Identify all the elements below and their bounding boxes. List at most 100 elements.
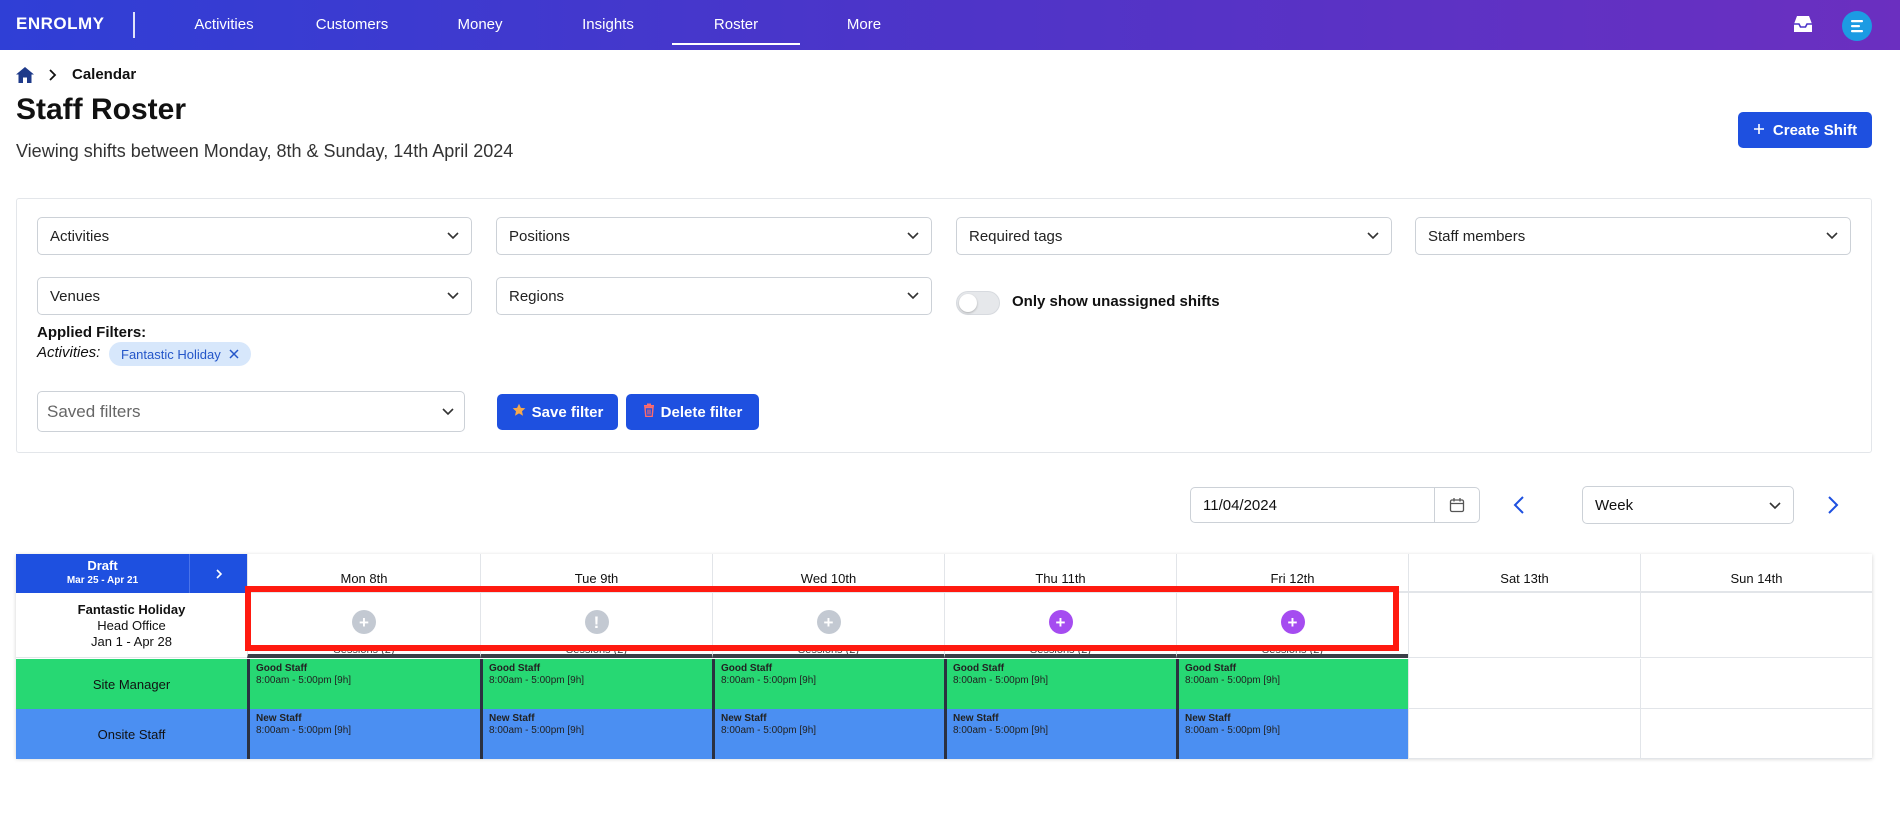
shift-card[interactable]: New Staff 8:00am - 5:00pm [9h]: [247, 709, 480, 759]
page-subtitle: Viewing shifts between Monday, 8th & Sun…: [16, 141, 514, 161]
shift-staff: Good Staff: [256, 663, 308, 674]
inbox-icon[interactable]: [1792, 14, 1814, 34]
calendar-icon[interactable]: [1434, 488, 1479, 522]
nav-insights[interactable]: Insights: [582, 16, 634, 33]
chevron-down-icon: [442, 408, 454, 416]
shift-staff: New Staff: [721, 713, 767, 724]
chevron-down-icon: [447, 232, 459, 240]
saved-filters-select[interactable]: Saved filters: [37, 391, 465, 432]
shift-staff: New Staff: [1185, 713, 1231, 724]
shift-staff: New Staff: [953, 713, 999, 724]
day-header-sun: Sun 14th: [1640, 554, 1872, 593]
add-shift-icon[interactable]: +: [816, 610, 841, 634]
create-shift-label: Create Shift: [1772, 121, 1858, 139]
venues-select[interactable]: Venues: [37, 277, 472, 315]
view-select[interactable]: Week: [1582, 486, 1794, 524]
shift-card[interactable]: Good Staff 8:00am - 5:00pm [9h]: [1176, 659, 1408, 709]
shift-staff: Good Staff: [1185, 663, 1237, 674]
empty-shift-cell[interactable]: [1640, 709, 1872, 759]
shift-card[interactable]: Good Staff 8:00am - 5:00pm [9h]: [712, 659, 944, 709]
applied-filter-chip: Fantastic Holiday: [109, 342, 251, 366]
enrolmy-logo[interactable]: ENROLMY: [16, 14, 105, 33]
applied-activities-label: Activities:: [37, 344, 101, 361]
shift-time: 8:00am - 5:00pm [9h]: [721, 675, 817, 686]
user-avatar[interactable]: [1842, 11, 1872, 41]
shift-staff: Good Staff: [953, 663, 1005, 674]
applied-filter-chip-label: Fantastic Holiday: [121, 346, 221, 362]
plus-icon: [1753, 122, 1765, 139]
save-filter-button[interactable]: Save filter: [497, 394, 618, 430]
next-period-button[interactable]: [189, 554, 247, 593]
previous-week-arrow-icon[interactable]: [1512, 494, 1526, 516]
unassigned-shifts-toggle[interactable]: [956, 291, 1000, 315]
position-label-site-manager: Site Manager: [16, 659, 247, 709]
positions-select-label: Positions: [509, 227, 570, 245]
date-input[interactable]: 11/04/2024: [1190, 487, 1480, 523]
filters-panel: [16, 198, 1872, 453]
delete-filter-label: Delete filter: [660, 403, 743, 421]
day-header-mon: Mon 8th: [247, 554, 480, 593]
activities-select[interactable]: Activities: [37, 217, 472, 255]
shift-card[interactable]: Good Staff 8:00am - 5:00pm [9h]: [480, 659, 712, 709]
highlight-box: [245, 586, 1399, 651]
shift-time: 8:00am - 5:00pm [9h]: [489, 725, 585, 736]
activity-venue: Head Office: [97, 618, 166, 633]
nav-customers[interactable]: Customers: [315, 16, 389, 33]
shift-time: 8:00am - 5:00pm [9h]: [1185, 725, 1281, 736]
positions-select[interactable]: Positions: [496, 217, 932, 255]
empty-shift-cell[interactable]: [1640, 659, 1872, 709]
shift-card[interactable]: New Staff 8:00am - 5:00pm [9h]: [712, 709, 944, 759]
add-shift-icon[interactable]: +: [352, 610, 376, 634]
staff-members-select[interactable]: Staff members: [1415, 217, 1851, 255]
next-week-arrow-icon[interactable]: [1826, 494, 1840, 516]
home-icon[interactable]: [16, 67, 34, 83]
saved-filters-placeholder: Saved filters: [47, 401, 141, 421]
shift-time: 8:00am - 5:00pm [9h]: [489, 675, 585, 686]
shift-card[interactable]: New Staff 8:00am - 5:00pm [9h]: [1176, 709, 1408, 759]
create-shift-button[interactable]: Create Shift: [1738, 112, 1872, 148]
page-title: Staff Roster: [16, 93, 187, 126]
regions-select[interactable]: Regions: [496, 277, 932, 315]
activity-name: Fantastic Holiday: [77, 602, 186, 617]
shift-staff: New Staff: [489, 713, 535, 724]
warning-icon[interactable]: !: [584, 610, 609, 634]
shift-staff: New Staff: [256, 713, 302, 724]
draft-range: Mar 25 - Apr 21: [66, 575, 139, 586]
nav-more[interactable]: More: [846, 16, 882, 33]
top-nav-bar: ENROLMY Activities Customers Money Insig…: [0, 0, 1900, 50]
shift-staff: Good Staff: [489, 663, 541, 674]
close-icon[interactable]: [229, 347, 239, 362]
shift-card[interactable]: Good Staff 8:00am - 5:00pm [9h]: [247, 659, 480, 709]
chevron-down-icon: [1826, 232, 1838, 240]
shift-time: 8:00am - 5:00pm [9h]: [256, 725, 352, 736]
save-filter-label: Save filter: [531, 403, 604, 421]
draft-period-header[interactable]: Draft Mar 25 - Apr 21: [16, 554, 189, 593]
nav-money[interactable]: Money: [457, 16, 503, 33]
shift-card[interactable]: New Staff 8:00am - 5:00pm [9h]: [480, 709, 712, 759]
chevron-down-icon: [447, 292, 459, 300]
shift-time: 8:00am - 5:00pm [9h]: [953, 725, 1049, 736]
nav-roster[interactable]: Roster: [672, 0, 800, 50]
logo-divider: [133, 12, 135, 38]
shift-card[interactable]: New Staff 8:00am - 5:00pm [9h]: [944, 709, 1176, 759]
day-cell-sat[interactable]: [1408, 593, 1640, 658]
activity-dates: Jan 1 - Apr 28: [91, 634, 172, 649]
day-cell-sun[interactable]: [1640, 593, 1872, 658]
shift-card[interactable]: Good Staff 8:00am - 5:00pm [9h]: [944, 659, 1176, 709]
add-shift-icon[interactable]: +: [1280, 610, 1305, 634]
day-header-sat: Sat 13th: [1408, 554, 1640, 593]
chevron-down-icon: [1769, 502, 1781, 510]
chevron-down-icon: [907, 232, 919, 240]
delete-filter-button[interactable]: Delete filter: [626, 394, 759, 430]
date-input-value: 11/04/2024: [1203, 496, 1277, 514]
empty-shift-cell[interactable]: [1408, 709, 1640, 759]
nav-activities[interactable]: Activities: [194, 16, 254, 33]
day-header-fri: Fri 12th: [1176, 554, 1408, 593]
add-shift-icon[interactable]: +: [1048, 610, 1073, 634]
required-tags-select[interactable]: Required tags: [956, 217, 1392, 255]
empty-shift-cell[interactable]: [1408, 659, 1640, 709]
chevron-down-icon: [1367, 232, 1379, 240]
day-header-wed: Wed 10th: [712, 554, 944, 593]
required-tags-select-label: Required tags: [969, 227, 1063, 245]
star-icon: [512, 403, 526, 421]
